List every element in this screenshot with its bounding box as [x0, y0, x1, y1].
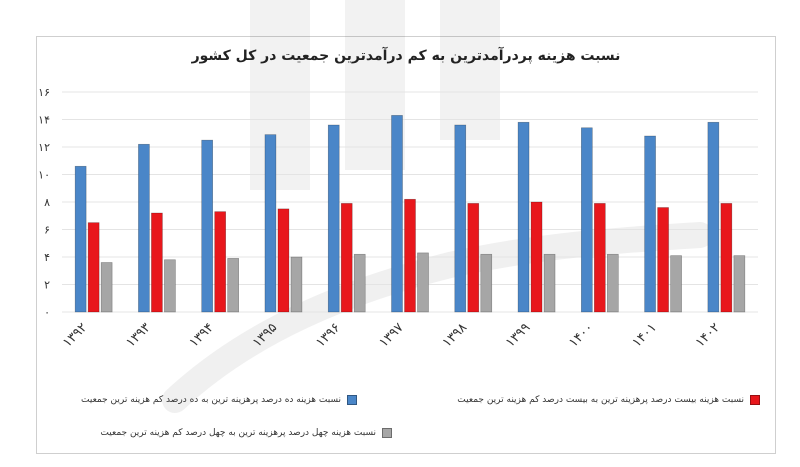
bar: [340, 203, 353, 313]
bar: [644, 135, 656, 313]
x-tick-label: ۱۳۹۵: [250, 320, 280, 350]
chart-title: نسبت هزینه پردرآمدترین به کم درآمدترین ج…: [191, 48, 621, 64]
bar: [543, 253, 556, 313]
x-tick-label: ۱۴۰۲: [693, 320, 723, 350]
y-tick-label: ۴: [44, 251, 50, 264]
legend-label-top20: نسبت هزینه بیست درصد پرهزینه ترین به بیس…: [457, 395, 744, 405]
bar: [87, 222, 100, 313]
legend-swatch-gray: [382, 428, 392, 438]
y-tick-label: ۰: [44, 306, 50, 319]
bar: [214, 211, 226, 313]
x-tick-label: ۱۳۹۷: [376, 320, 406, 350]
bar: [517, 121, 530, 313]
bar: [417, 252, 429, 313]
bar: [227, 258, 239, 313]
bar: [530, 201, 543, 313]
bar: [327, 124, 340, 313]
legend-swatch-red: [750, 395, 760, 405]
x-tick-label: ۱۳۹۴: [187, 320, 217, 350]
legend-swatch-blue: [347, 395, 357, 405]
legend-item-top40: نسبت هزینه چهل درصد پرهزینه ترین به چهل …: [100, 428, 392, 438]
bar: [100, 262, 113, 313]
y-tick-label: ۱۴: [38, 114, 50, 127]
bar: [581, 127, 593, 313]
x-tick-label: ۱۳۹۲: [60, 320, 90, 350]
x-tick-label: ۱۳۹۳: [123, 320, 153, 350]
bar: [151, 212, 163, 313]
y-tick-label: ۱۶: [38, 86, 50, 99]
y-tick-label: ۱۰: [38, 169, 50, 182]
bar: [264, 134, 277, 313]
bar: [138, 143, 150, 313]
legend-label-top10: نسبت هزینه ده درصد پرهزینه ترین به ده در…: [81, 395, 341, 405]
bar: [467, 203, 480, 313]
bar: [391, 115, 403, 313]
y-tick-label: ۲: [44, 279, 50, 292]
bar: [201, 139, 213, 313]
legend-item-top20: نسبت هزینه بیست درصد پرهزینه ترین به بیس…: [457, 395, 760, 405]
x-tick-label: ۱۳۹۸: [440, 320, 470, 350]
bar: [353, 253, 366, 313]
bar: [290, 256, 303, 313]
bar: [657, 207, 669, 313]
bar: [277, 208, 290, 313]
legend-item-top10: نسبت هزینه ده درصد پرهزینه ترین به ده در…: [81, 395, 357, 405]
bar: [164, 259, 176, 313]
bar: [707, 121, 720, 313]
bar: [607, 253, 619, 313]
x-tick-label: ۱۳۹۶: [313, 320, 343, 350]
y-tick-label: ۱۲: [38, 141, 50, 154]
x-tick-label: ۱۳۹۹: [503, 320, 533, 350]
bar: [720, 203, 733, 313]
y-tick-label: ۸: [44, 196, 50, 209]
bar: [594, 203, 606, 313]
bar: [480, 253, 493, 313]
bar: [454, 124, 467, 313]
x-tick-label: ۱۴۰۱: [630, 320, 660, 350]
y-tick-label: ۶: [44, 224, 50, 237]
legend-label-top40: نسبت هزینه چهل درصد پرهزینه ترین به چهل …: [100, 428, 376, 438]
bar: [404, 198, 416, 313]
bar: [670, 255, 682, 313]
bar: [733, 255, 746, 313]
bar: [74, 165, 87, 313]
x-tick-label: ۱۴۰۰: [566, 320, 596, 350]
